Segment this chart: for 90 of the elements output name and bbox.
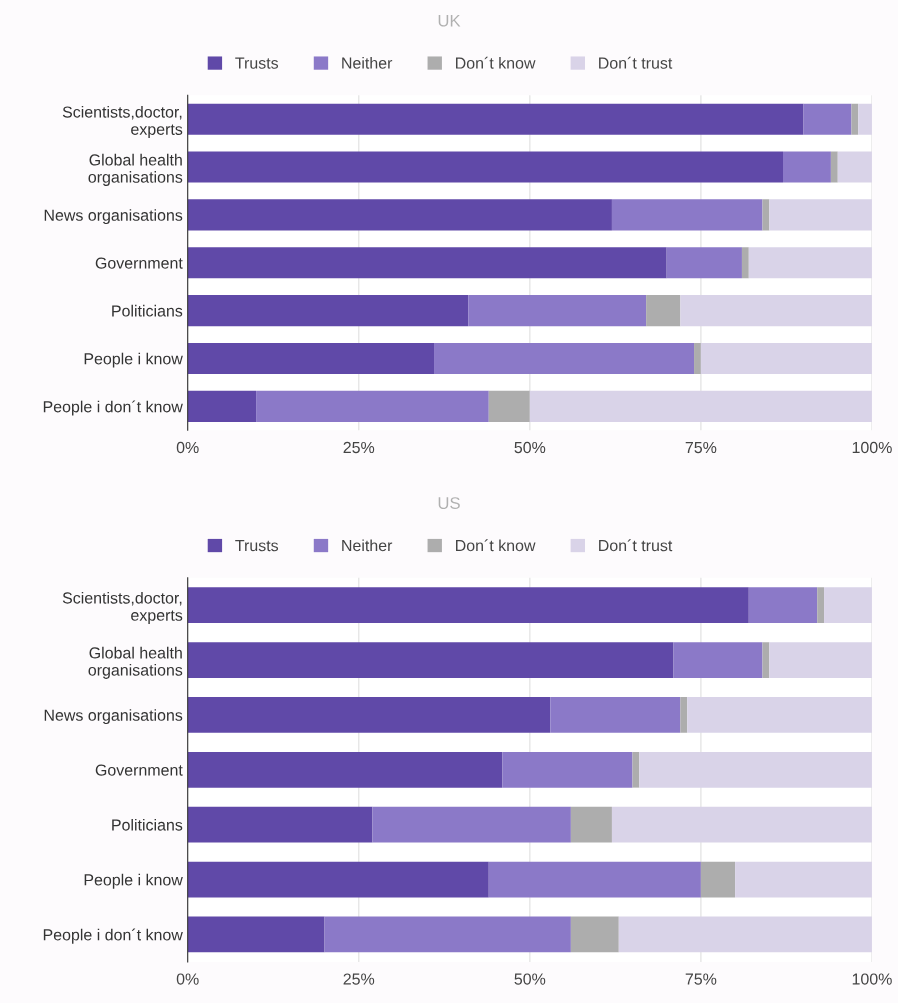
bar (769, 642, 872, 678)
x-tick-label: 0% (176, 441, 199, 454)
bar (803, 103, 852, 135)
legend-label: Don´t trust (599, 56, 673, 69)
bar (762, 642, 770, 678)
legend-label: Trusts (235, 540, 279, 552)
legend-label: Don´t know (456, 56, 536, 69)
legend-label: Don´t trust (599, 539, 673, 552)
x-tick-label: 100% (852, 441, 892, 454)
y-tick-label: Global health organisations (88, 646, 183, 679)
y-tick-label: Politicians (112, 818, 183, 831)
bar (687, 697, 872, 733)
bar (529, 390, 872, 422)
x-tick-label: 75% (685, 441, 717, 454)
legend-label: Neither (342, 57, 393, 69)
bar (858, 103, 872, 135)
x-tick-label: 50% (514, 973, 546, 985)
bar (769, 199, 872, 231)
bar (187, 751, 503, 788)
bar (680, 295, 872, 327)
y-tick-label: Global health organisations (88, 153, 183, 186)
y-tick-label: People i know (84, 873, 183, 889)
bar (187, 390, 257, 422)
y-tick-label: People i don´t know (43, 400, 183, 416)
legend-label: Trusts (235, 57, 279, 69)
legend-label: Don´t know (456, 539, 536, 552)
bar (611, 199, 763, 231)
bar (680, 697, 688, 733)
bar (666, 247, 742, 279)
bar (632, 751, 640, 788)
bar (735, 861, 872, 898)
bar (748, 247, 872, 279)
x-tick-label: 25% (343, 441, 375, 454)
bar (837, 151, 872, 183)
y-tick-label: People i don´t know (43, 928, 183, 944)
y-tick-label: News organisations (44, 709, 183, 725)
y-tick-label: Scientists,doctor, experts (62, 591, 183, 625)
bar (741, 247, 749, 279)
x-tick-label: 100% (852, 973, 892, 985)
bar (468, 295, 647, 327)
bar (673, 642, 763, 678)
y-tick-label: People i know (84, 352, 183, 368)
bar (324, 916, 571, 953)
bar (187, 151, 783, 183)
bar (488, 390, 530, 422)
bar (187, 806, 373, 843)
bar (187, 342, 435, 375)
y-tick-label: Scientists,doctor, experts (62, 105, 183, 139)
bar (639, 751, 872, 788)
chart-title: UK (438, 14, 461, 27)
bar (187, 861, 489, 898)
bar (700, 861, 736, 898)
bar (570, 916, 619, 953)
bar (570, 806, 612, 843)
bar (762, 199, 770, 231)
bar (550, 697, 681, 733)
bar (700, 342, 872, 375)
y-tick-label: Government (95, 257, 183, 269)
bar (187, 247, 667, 279)
bar (646, 295, 681, 327)
bar (256, 390, 489, 422)
bar (372, 806, 571, 843)
bar (488, 861, 701, 898)
bar (783, 151, 831, 183)
bar (434, 342, 695, 375)
bar (817, 587, 825, 623)
bar (830, 151, 838, 183)
bar (187, 642, 674, 678)
bar (187, 697, 551, 733)
chart-title: US (438, 497, 460, 509)
bar (611, 806, 872, 843)
bar (851, 103, 859, 135)
x-tick-label: 50% (514, 441, 546, 454)
bar (187, 103, 804, 135)
y-tick-label: Politicians (112, 304, 183, 317)
bar (748, 587, 818, 623)
bar (187, 199, 612, 231)
y-tick-label: News organisations (44, 209, 183, 225)
bar (187, 587, 749, 623)
bar (694, 342, 701, 375)
bar (502, 751, 633, 788)
bar (618, 916, 872, 953)
x-tick-label: 75% (685, 973, 717, 985)
y-tick-label: Government (95, 764, 183, 776)
bar (187, 916, 325, 953)
x-tick-label: 25% (343, 973, 375, 985)
x-tick-label: 0% (176, 973, 199, 985)
bar (187, 295, 469, 327)
bar (824, 587, 872, 623)
legend-label: Neither (342, 539, 393, 552)
